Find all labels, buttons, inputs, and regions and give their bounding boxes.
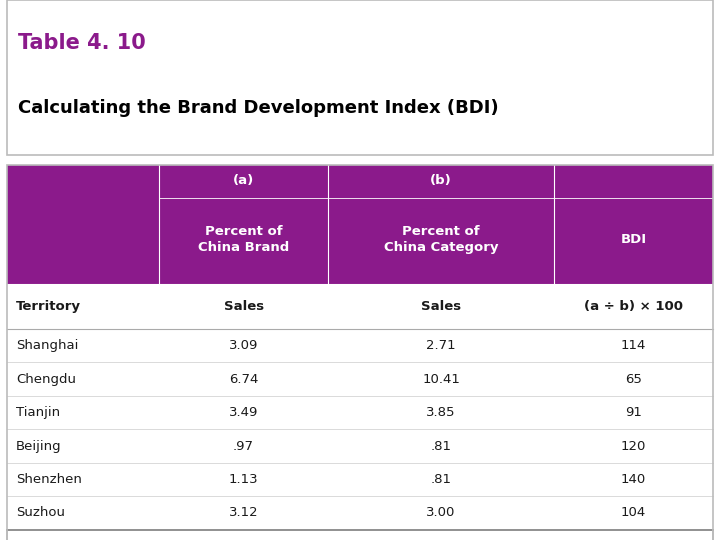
Text: 114: 114 [621, 339, 646, 352]
Text: Suzhou: Suzhou [16, 507, 65, 519]
FancyBboxPatch shape [7, 429, 713, 463]
Text: (a ÷ b) × 100: (a ÷ b) × 100 [584, 300, 683, 313]
Text: Percent of
China Brand: Percent of China Brand [198, 225, 289, 253]
Text: 2.71: 2.71 [426, 339, 456, 352]
Text: Sales: Sales [223, 300, 264, 313]
FancyBboxPatch shape [7, 329, 713, 362]
Text: Chengdu: Chengdu [16, 373, 76, 386]
Text: Calculating the Brand Development Index (BDI): Calculating the Brand Development Index … [18, 99, 499, 118]
Text: Table 4. 10: Table 4. 10 [18, 33, 145, 53]
Text: 104: 104 [621, 507, 646, 519]
Text: Shenzhen: Shenzhen [16, 473, 81, 486]
Text: Territory: Territory [16, 300, 81, 313]
Text: 1.13: 1.13 [229, 473, 258, 486]
FancyBboxPatch shape [7, 285, 713, 329]
Text: Shanghai: Shanghai [16, 339, 78, 352]
FancyBboxPatch shape [7, 396, 713, 429]
Text: 3.00: 3.00 [426, 507, 456, 519]
Text: 91: 91 [625, 406, 642, 419]
Text: 120: 120 [621, 440, 646, 453]
Text: 3.09: 3.09 [229, 339, 258, 352]
Text: 10.41: 10.41 [422, 373, 460, 386]
Text: 3.12: 3.12 [229, 507, 258, 519]
FancyBboxPatch shape [7, 0, 713, 155]
Text: .81: .81 [431, 440, 451, 453]
Text: 6.74: 6.74 [229, 373, 258, 386]
FancyBboxPatch shape [7, 362, 713, 396]
Text: BDI: BDI [621, 233, 647, 246]
FancyBboxPatch shape [7, 496, 713, 530]
Text: 65: 65 [625, 373, 642, 386]
FancyBboxPatch shape [7, 530, 713, 540]
Text: .97: .97 [233, 440, 254, 453]
Text: Tianjin: Tianjin [16, 406, 60, 419]
Text: 3.49: 3.49 [229, 406, 258, 419]
Text: 140: 140 [621, 473, 646, 486]
Text: (b): (b) [431, 174, 452, 187]
Text: Sales: Sales [421, 300, 462, 313]
Text: (a): (a) [233, 174, 254, 187]
Text: .81: .81 [431, 473, 451, 486]
Text: Beijing: Beijing [16, 440, 61, 453]
FancyBboxPatch shape [7, 463, 713, 496]
FancyBboxPatch shape [7, 165, 713, 285]
Text: Percent of
China Category: Percent of China Category [384, 225, 498, 253]
Text: 3.85: 3.85 [426, 406, 456, 419]
